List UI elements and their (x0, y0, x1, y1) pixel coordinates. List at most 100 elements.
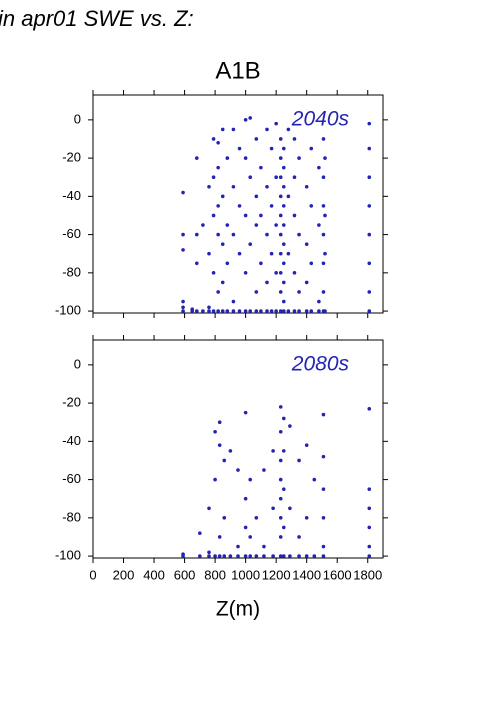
point (222, 458, 227, 463)
point (367, 309, 372, 313)
x-tick-label: 1400 (292, 567, 321, 582)
point (367, 525, 372, 530)
point (367, 407, 372, 411)
point (265, 309, 269, 313)
point (274, 175, 278, 180)
point (265, 232, 269, 237)
point (367, 261, 372, 266)
point (236, 468, 240, 472)
y-tick-label: -20 (62, 395, 81, 410)
point (367, 121, 372, 126)
point (367, 175, 372, 180)
plot-frame (92, 339, 384, 559)
point (259, 261, 263, 266)
point (231, 184, 236, 189)
point (292, 213, 297, 218)
point (288, 424, 292, 428)
point (321, 204, 326, 208)
point (278, 496, 283, 501)
point (304, 309, 309, 313)
point (297, 554, 301, 558)
point (265, 184, 269, 189)
point (248, 554, 253, 558)
point (312, 477, 317, 482)
point (304, 516, 309, 520)
point (281, 416, 286, 421)
point (243, 525, 248, 530)
point (317, 165, 321, 170)
point (286, 251, 291, 256)
point (317, 223, 321, 227)
point (259, 165, 263, 170)
y-tick-label: -80 (62, 264, 81, 279)
point (207, 184, 211, 189)
point (231, 232, 236, 237)
point (262, 468, 266, 472)
point (321, 261, 326, 266)
point (207, 550, 211, 555)
point (237, 309, 242, 313)
point (231, 127, 236, 132)
point (309, 204, 314, 208)
point (254, 223, 259, 227)
point (281, 280, 286, 285)
point (271, 449, 275, 453)
point (243, 309, 248, 313)
point (288, 506, 292, 511)
point (281, 204, 286, 208)
point (278, 251, 283, 256)
point (243, 118, 248, 122)
point (248, 535, 253, 539)
point (288, 554, 292, 558)
point (281, 223, 286, 227)
title: A1B (215, 57, 260, 84)
point (217, 535, 222, 539)
plot-frame (92, 94, 384, 314)
point (248, 175, 253, 180)
point (181, 309, 185, 313)
point (278, 137, 283, 141)
point (278, 405, 283, 409)
point (254, 137, 259, 141)
point (237, 204, 242, 208)
x-tick-label: 1600 (323, 567, 352, 582)
point (225, 223, 230, 227)
point (181, 299, 185, 304)
point (281, 242, 286, 246)
point (213, 429, 217, 434)
point (181, 552, 185, 556)
point (304, 280, 309, 285)
point (323, 251, 327, 256)
panel-label: 2080s (291, 353, 350, 376)
point (297, 232, 301, 237)
point (321, 544, 326, 549)
point (190, 307, 195, 311)
point (194, 309, 199, 313)
point (181, 190, 185, 195)
caption: in apr01 SWE vs. Z: (0, 6, 194, 31)
point (211, 309, 216, 313)
point (262, 554, 266, 558)
x-tick-label: 0 (89, 567, 96, 582)
y-tick-label: -40 (62, 433, 81, 448)
y-tick-label: 0 (74, 356, 81, 371)
y-tick-label: 0 (74, 111, 81, 126)
x-tick-label: 1000 (231, 567, 260, 582)
point (317, 309, 321, 313)
point (254, 554, 259, 558)
x-tick-label: 400 (143, 567, 165, 582)
point (259, 213, 263, 218)
point (248, 116, 253, 120)
point (211, 137, 216, 141)
point (304, 184, 309, 189)
point (265, 127, 269, 132)
point (323, 156, 327, 160)
y-tick-label: -80 (62, 509, 81, 524)
point (278, 554, 283, 558)
x-tick-label: 800 (204, 567, 226, 582)
point (201, 309, 205, 313)
x-tick-label: 200 (113, 567, 135, 582)
point (243, 213, 248, 218)
point (228, 554, 233, 558)
